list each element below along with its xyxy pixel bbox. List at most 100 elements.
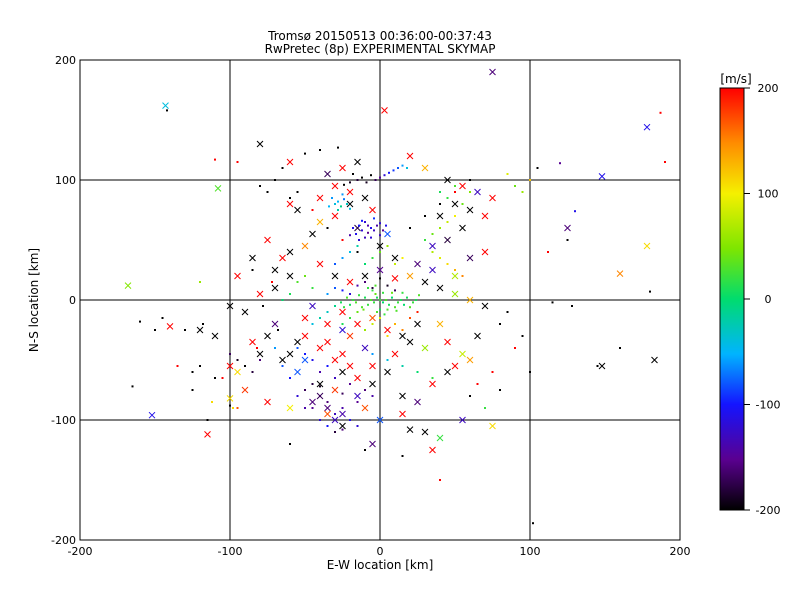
data-point-dot [319, 395, 321, 397]
data-point-x [451, 290, 459, 298]
data-point-dot [394, 263, 396, 265]
data-point-dot [371, 353, 374, 355]
data-point-dot [319, 419, 321, 421]
data-point-dot [382, 229, 384, 232]
data-point-dot [367, 303, 369, 306]
data-point-x [286, 272, 294, 280]
data-point-x [346, 188, 354, 196]
x-tick-label: -200 [68, 545, 93, 558]
data-point-dot [277, 329, 279, 331]
data-point-x [316, 260, 324, 268]
data-point-dot [244, 365, 246, 367]
data-point-x [459, 224, 466, 232]
data-point-x [421, 344, 429, 352]
data-point-x [598, 362, 606, 370]
data-point-x [264, 236, 271, 244]
colorbar: [m/s] 200 100 0 -100 -200 [719, 72, 780, 517]
data-point-x [361, 344, 369, 352]
data-point-x [256, 290, 264, 298]
data-point-dot [383, 174, 386, 177]
data-point-dot [356, 245, 359, 247]
data-point-x [166, 323, 174, 330]
data-point-x [459, 416, 466, 424]
data-point-x [421, 164, 429, 172]
data-point-dot [514, 347, 516, 349]
data-point-dot [397, 301, 399, 304]
data-point-dot [371, 323, 374, 325]
data-point-dot [340, 205, 342, 208]
data-point-dot [304, 353, 306, 355]
data-point-x [162, 102, 169, 109]
data-point-dot [415, 299, 417, 301]
data-point-x [331, 356, 339, 364]
data-point-dot [379, 176, 381, 179]
data-point-dot [221, 377, 224, 379]
data-point-dot [439, 227, 441, 229]
data-point-x [226, 395, 234, 402]
data-point-dot [296, 347, 299, 349]
data-point-dot [341, 428, 344, 431]
data-point-dot [349, 317, 351, 319]
data-point-dot [296, 395, 299, 397]
data-point-x [384, 368, 391, 376]
data-point-x [286, 404, 294, 412]
data-point-dot [499, 323, 501, 325]
data-point-x [436, 212, 444, 220]
data-point-dot [373, 217, 375, 220]
data-point-x [489, 68, 496, 76]
data-point-x [406, 426, 414, 433]
data-point-x [376, 416, 384, 424]
data-point-dot [199, 281, 201, 283]
data-point-x [301, 332, 309, 340]
data-point-x [346, 278, 354, 286]
data-point-x [643, 123, 651, 131]
data-point-dot [334, 287, 336, 289]
data-point-dot [259, 185, 261, 187]
data-point-dot [334, 431, 336, 433]
data-point-x [414, 260, 421, 268]
data-point-dot [532, 522, 534, 525]
data-point-x [451, 362, 459, 370]
data-point-dot [352, 227, 354, 229]
data-point-dot [401, 257, 404, 259]
data-point-dot [379, 222, 381, 225]
data-point-dot [356, 179, 359, 181]
data-point-dot [394, 289, 396, 292]
data-point-dot [469, 179, 471, 181]
data-point-dot [166, 109, 168, 112]
data-point-x [369, 362, 376, 370]
data-point-dot [386, 335, 389, 337]
data-point-dot [395, 309, 398, 312]
y-axis-label: N-S location [km] [27, 248, 41, 352]
data-point-x [286, 350, 294, 358]
data-point-x [429, 266, 436, 274]
data-point-dot [281, 167, 284, 169]
data-point-x [643, 242, 651, 250]
data-point-dot [514, 185, 516, 187]
data-point-x [324, 410, 331, 418]
data-point-x [339, 350, 346, 358]
data-point-dot [367, 224, 369, 227]
data-point-dot [379, 317, 381, 319]
data-point-dot [364, 389, 366, 391]
data-point-x [324, 320, 331, 328]
data-point-dot [139, 320, 141, 323]
data-point-x [331, 416, 339, 424]
data-point-x [256, 350, 264, 358]
data-point-x [226, 302, 234, 310]
data-point-dot [355, 301, 357, 304]
data-point-x [436, 284, 444, 292]
data-point-x [598, 173, 606, 180]
data-point-dot [311, 323, 314, 325]
data-point-dot [364, 449, 366, 451]
colorbar-ticks: 200 100 0 -100 -200 [744, 82, 780, 517]
data-point-x [309, 398, 316, 406]
data-point-dot [281, 365, 284, 367]
data-point-dot [341, 323, 344, 325]
data-point-dot [388, 303, 390, 306]
data-point-dot [349, 383, 351, 385]
data-point-dot [424, 239, 426, 241]
data-point-x [481, 212, 489, 220]
data-point-x [429, 242, 436, 250]
data-point-x [466, 356, 474, 364]
